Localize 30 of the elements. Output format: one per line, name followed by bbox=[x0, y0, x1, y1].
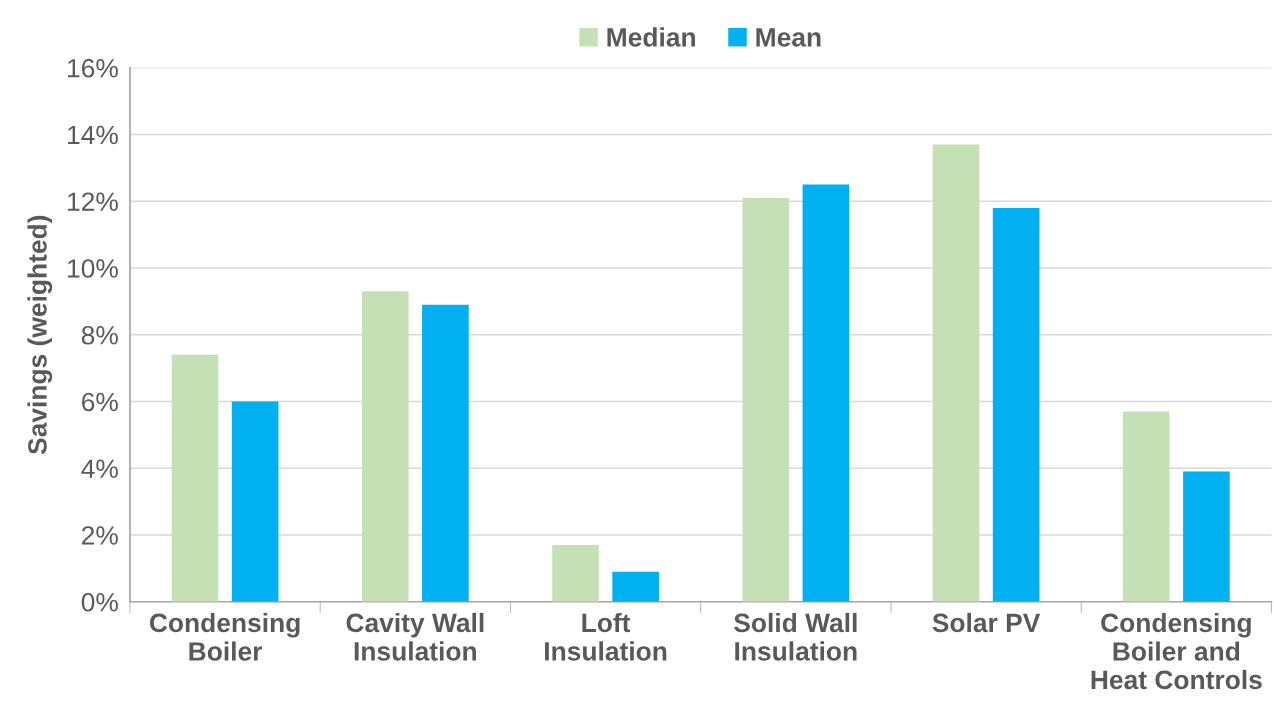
y-tick-label: 8% bbox=[81, 325, 118, 345]
bar bbox=[552, 545, 599, 602]
bar bbox=[231, 401, 279, 602]
y-axis-title: Savings (weighted) bbox=[27, 215, 53, 455]
x-tick-label: Loft Insulation bbox=[545, 612, 667, 661]
x-tick-label: Condensing Boiler and Heat Controls bbox=[1091, 612, 1262, 690]
bar bbox=[742, 197, 790, 602]
y-tick-label: 4% bbox=[81, 459, 118, 478]
y-tick-label: 10% bbox=[68, 259, 118, 278]
legend-label: Mean bbox=[756, 28, 821, 47]
bar bbox=[361, 291, 409, 602]
y-tick-label: 16% bbox=[68, 58, 118, 78]
x-tick-label: Solid Wall Insulation bbox=[734, 612, 857, 661]
bar bbox=[1183, 471, 1230, 602]
bar bbox=[992, 207, 1040, 602]
y-tick-label: 0% bbox=[81, 592, 118, 612]
x-tick-label: Condensing Boiler bbox=[149, 612, 300, 661]
x-tick-label: Solar PV bbox=[932, 612, 1041, 633]
bar bbox=[422, 304, 469, 602]
bar bbox=[802, 184, 850, 602]
bar bbox=[932, 144, 980, 602]
bar bbox=[171, 354, 219, 602]
y-tick-label: 14% bbox=[68, 125, 118, 145]
x-tick-label: Cavity Wall Insulation bbox=[346, 612, 484, 661]
legend-label: Median bbox=[607, 27, 695, 47]
y-tick-label: 6% bbox=[82, 392, 118, 412]
bar bbox=[612, 571, 659, 602]
y-tick-label: 2% bbox=[82, 526, 118, 545]
bar bbox=[1122, 411, 1170, 602]
y-tick-label: 12% bbox=[68, 192, 118, 211]
